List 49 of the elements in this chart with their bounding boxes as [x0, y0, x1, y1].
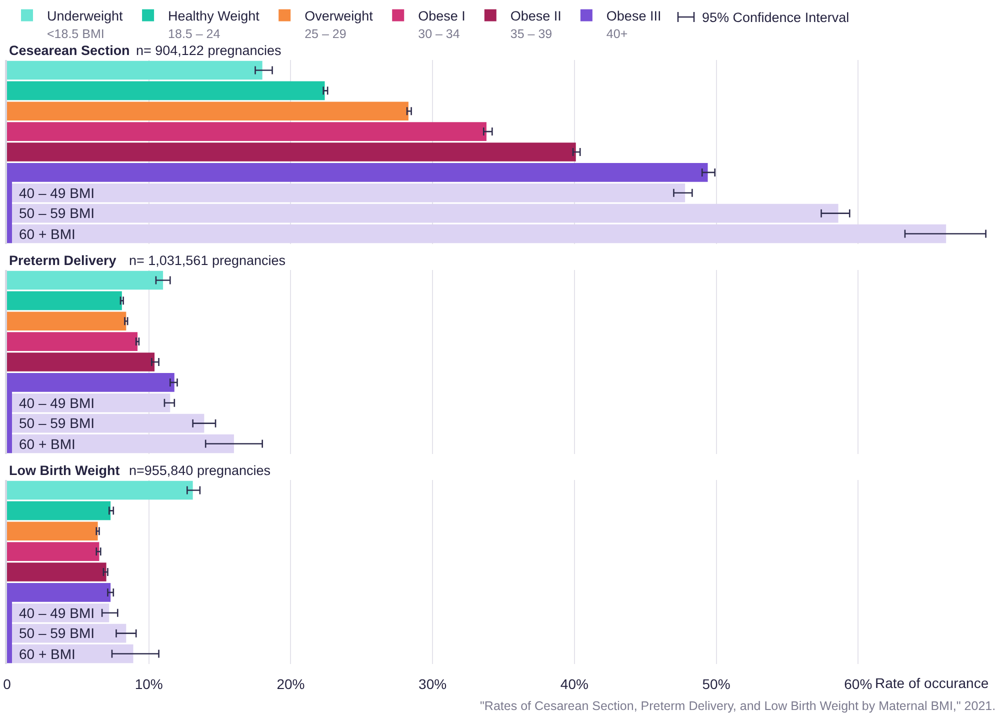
- bar: [7, 332, 138, 351]
- x-axis-title: Rate of occurance: [875, 675, 989, 691]
- x-tick-label: 60%: [844, 676, 872, 692]
- chart-subtitle: n= 904,122 pregnancies: [136, 43, 282, 58]
- x-tick-label: 30%: [418, 676, 447, 692]
- y-tick-label: 40 – 49 BMI: [19, 605, 94, 621]
- y-tick-label: 60 + BMI: [19, 646, 76, 662]
- bar: [7, 142, 576, 162]
- bar: [7, 312, 126, 331]
- chart-title: Low Birth Weight: [9, 463, 120, 478]
- y-tick-label: 40 – 49 BMI: [19, 185, 94, 201]
- chart-subtitle: n= 1,031,561 pregnancies: [129, 253, 286, 268]
- bar: [7, 163, 708, 182]
- legend-label: Healthy Weight 18.5 – 24: [168, 8, 260, 42]
- bar: [7, 583, 111, 602]
- x-tick-label: 50%: [702, 676, 730, 692]
- legend-label: Underweight <18.5 BMI: [47, 8, 124, 42]
- chart-title: Cesearean Section: [9, 43, 130, 58]
- bar: [7, 542, 100, 561]
- x-tick-label: 10%: [134, 676, 163, 692]
- bar: [7, 60, 262, 80]
- bar: [7, 270, 164, 290]
- chart-subtitle: n=955,840 pregnancies: [129, 463, 271, 478]
- chart-title: Preterm Delivery: [9, 253, 117, 268]
- x-tick-label: 0: [3, 676, 12, 692]
- bar: [7, 373, 174, 392]
- y-tick-label: 50 – 59 BMI: [19, 625, 94, 641]
- bar: [7, 522, 98, 541]
- bar: [7, 501, 111, 520]
- x-tick-label: 40%: [560, 676, 588, 692]
- bar: [7, 122, 486, 141]
- y-tick-label: 50 – 59 BMI: [19, 205, 94, 221]
- y-tick-label: 60 + BMI: [19, 226, 76, 242]
- y-tick-label: 50 – 59 BMI: [19, 415, 94, 431]
- bar: [7, 562, 106, 582]
- legend-label: Overweight 25 – 29: [304, 8, 374, 42]
- y-tick-label: 40 – 49 BMI: [19, 395, 94, 411]
- bar: [7, 480, 193, 500]
- legend-label: Obese II 35 – 39: [510, 8, 562, 42]
- legend-label: Obese III 40+: [606, 8, 662, 42]
- y-tick-label: 60 + BMI: [19, 436, 76, 452]
- bar: [7, 81, 325, 100]
- bar: [7, 291, 122, 310]
- bar: [7, 102, 408, 121]
- legend-label: Obese I 30 – 34: [418, 8, 466, 42]
- text: "Rates of Cesarean Section, Preterm Delivery, and Low Birth Weight by Maternal BMI," 2021.: [480, 699, 996, 713]
- text: 95% Confidence Interval: [702, 10, 850, 25]
- x-tick-label: 20%: [276, 676, 305, 692]
- bar: [7, 352, 155, 372]
